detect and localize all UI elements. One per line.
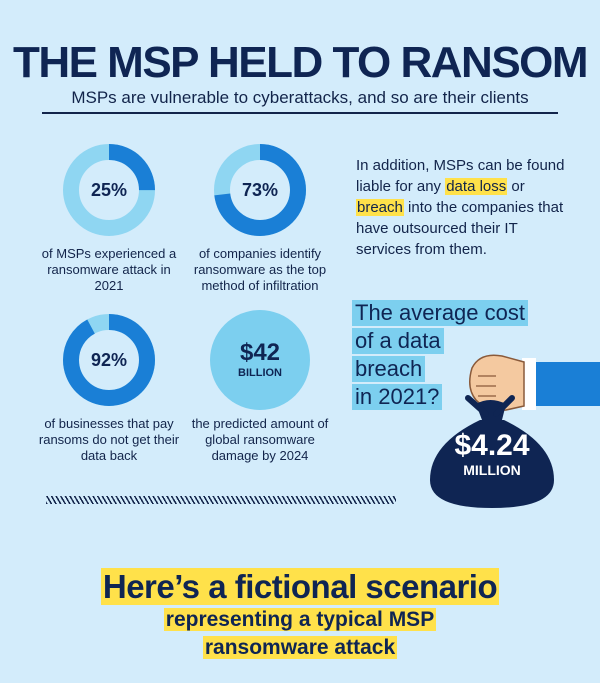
scenario-line-3: ransomware attack xyxy=(202,636,398,659)
cost-line: of a data xyxy=(352,328,444,354)
donut-svg xyxy=(214,144,306,236)
hatched-divider xyxy=(46,496,396,504)
donut-chart: 73% xyxy=(210,140,310,240)
cost-line: in 2021? xyxy=(352,384,443,410)
donut-arc xyxy=(63,314,155,406)
text-fragment: or xyxy=(507,178,525,195)
stat-caption: of companies identify ransomware as the … xyxy=(193,246,327,293)
donut-arc xyxy=(214,144,306,236)
stat-card: 73% of companies identify ransomware as … xyxy=(185,140,335,294)
stat-percent: 25% xyxy=(90,179,128,200)
stat-caption: the predicted amount of global ransomwar… xyxy=(191,416,329,463)
stat-card: $42 BILLION the predicted amount of glob… xyxy=(185,310,335,464)
text-fragment: into the companies that have outsourced … xyxy=(356,199,564,258)
money-bag-illustration xyxy=(410,340,600,510)
cost-amount: $4.24 xyxy=(454,429,530,462)
highlight-data-loss: data loss xyxy=(445,178,508,195)
stat-card: 92% of businesses that pay ransoms do no… xyxy=(34,310,184,464)
donut-svg xyxy=(63,314,155,406)
stat-unit: BILLION xyxy=(238,367,282,379)
donut-chart: 92% xyxy=(59,310,159,410)
stat-card: 25% of MSPs experienced a ransomware att… xyxy=(34,140,184,294)
bag-amount: $4.24 MILLION xyxy=(432,429,552,479)
cost-unit: MILLION xyxy=(463,462,521,478)
cost-line: breach xyxy=(352,356,426,382)
stat-percent: 92% xyxy=(90,349,128,370)
text-fragment: In addition, MSPs can be found liable fo… xyxy=(356,157,565,195)
stat-percent: 73% xyxy=(241,179,279,200)
donut-svg xyxy=(63,144,155,236)
stat-caption: of MSPs experienced a ransomware attack … xyxy=(41,246,177,293)
page-subtitle: MSPs are vulnerable to cyberattacks, and… xyxy=(42,88,558,114)
highlight-breach: breach xyxy=(356,199,404,216)
stat-amount: $42 xyxy=(239,339,281,366)
scenario-heading: Here’s a fictional scenario representing… xyxy=(0,568,600,662)
cost-line: The average cost xyxy=(352,300,528,326)
donut-arc xyxy=(63,144,155,236)
money-circle: $42 BILLION xyxy=(210,310,310,410)
liability-text: In addition, MSPs can be found liable fo… xyxy=(356,155,576,260)
money-bag-icon xyxy=(430,354,600,508)
page-title: THE MSP HELD TO RANSOM xyxy=(12,38,589,87)
stat-caption: of businesses that pay ransoms do not ge… xyxy=(38,416,180,463)
donut-chart: 25% xyxy=(59,140,159,240)
scenario-line-2: representing a typical MSP xyxy=(163,608,437,631)
cost-question: The average cost of a data breach in 202… xyxy=(352,300,552,412)
scenario-line-1: Here’s a fictional scenario xyxy=(100,568,500,605)
